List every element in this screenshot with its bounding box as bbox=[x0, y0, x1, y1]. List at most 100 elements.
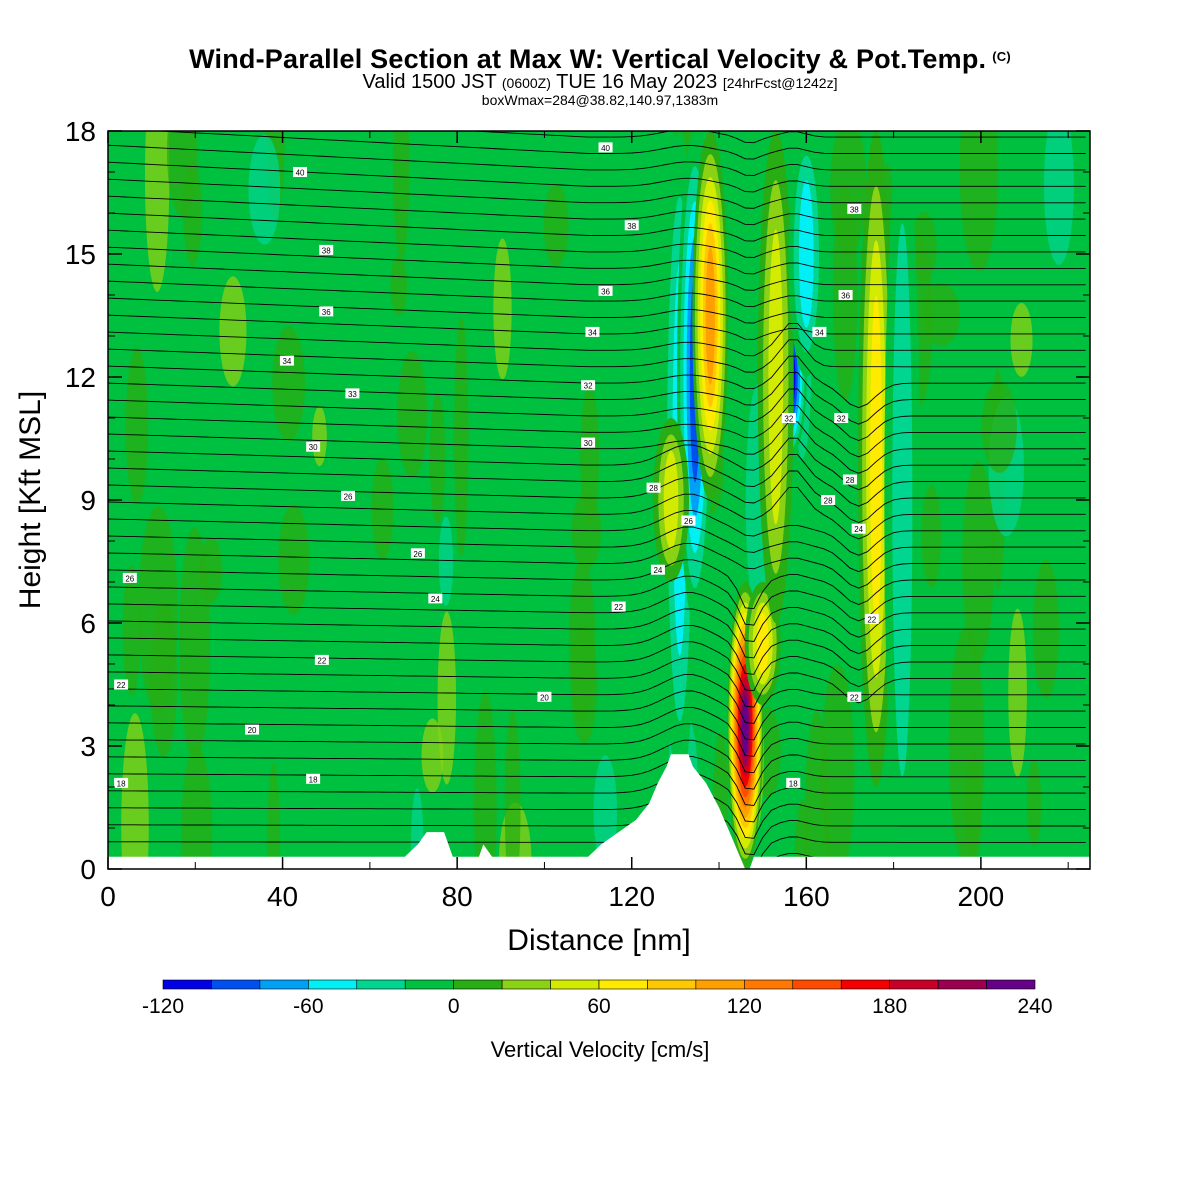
x-tick-label: 0 bbox=[100, 881, 116, 912]
isentrope-label: 32 bbox=[781, 413, 796, 424]
isentrope-label-text: 38 bbox=[850, 205, 859, 214]
field-streak bbox=[121, 713, 149, 869]
isentrope-line bbox=[108, 641, 1086, 692]
y-tick-label: 15 bbox=[65, 239, 96, 270]
field-streak bbox=[794, 799, 811, 869]
isentrope-label-text: 30 bbox=[309, 443, 318, 452]
isentrope-label-text: 18 bbox=[309, 775, 318, 784]
field-streak bbox=[804, 711, 830, 869]
isentrope-label: 22 bbox=[314, 654, 329, 665]
isentrope-line bbox=[108, 94, 1086, 126]
velocity-core bbox=[663, 450, 679, 550]
colorbar-tick-label: 240 bbox=[1017, 995, 1052, 1018]
field-streak bbox=[1043, 131, 1074, 265]
isentrope-line bbox=[108, 592, 1086, 642]
isentrope-label: 34 bbox=[279, 355, 294, 366]
field-streak bbox=[493, 238, 512, 380]
colorbar-swatch bbox=[695, 979, 745, 990]
isentrope-label: 33 bbox=[345, 388, 360, 399]
box-info: boxWmax=284@38.82,140.97,1383m bbox=[481, 92, 719, 108]
isentrope-line bbox=[108, 706, 1086, 757]
isentrope-line bbox=[108, 756, 1086, 806]
isentrope-label-text: 28 bbox=[846, 476, 855, 485]
velocity-core bbox=[768, 229, 784, 525]
isentrope-label-text: 20 bbox=[248, 726, 257, 735]
velocity-core bbox=[705, 246, 715, 385]
isentrope-line bbox=[108, 542, 1086, 589]
isentrope-line bbox=[108, 674, 1086, 724]
isentrope-label: 32 bbox=[581, 380, 596, 391]
isentrope-line bbox=[108, 657, 1086, 708]
isentrope-line bbox=[108, 608, 1086, 659]
isentrope-line bbox=[108, 788, 1086, 839]
y-tick-label: 18 bbox=[65, 116, 96, 147]
colorbar-swatch bbox=[889, 979, 939, 990]
y-tick-label: 6 bbox=[80, 608, 96, 639]
colorbar-tick-label: 180 bbox=[872, 995, 907, 1018]
isentrope-line bbox=[108, 280, 1086, 308]
field-streak bbox=[948, 626, 985, 866]
isentrope-label-text: 24 bbox=[854, 525, 863, 534]
isentrope-label-text: 32 bbox=[837, 415, 846, 424]
isentrope-label: 30 bbox=[306, 441, 321, 452]
field-streak bbox=[474, 691, 497, 869]
field-streak bbox=[437, 611, 457, 785]
isentrope-line bbox=[108, 437, 1086, 491]
isentrope-label: 38 bbox=[847, 203, 862, 214]
isentrope-label-text: 36 bbox=[601, 287, 610, 296]
isentrope-label-text: 22 bbox=[850, 693, 859, 702]
field-streak bbox=[1026, 760, 1042, 846]
isentrope-label: 36 bbox=[838, 290, 853, 301]
field-streak bbox=[272, 326, 305, 442]
colorbar-swatch bbox=[937, 979, 987, 990]
field-streak bbox=[438, 516, 454, 606]
isentrope-line bbox=[108, 470, 1086, 523]
field-streak bbox=[393, 131, 410, 261]
terrain-area bbox=[108, 754, 1090, 869]
colorbar-swatch bbox=[501, 979, 551, 990]
x-tick-label: 120 bbox=[608, 881, 655, 912]
chart-subtitle: Valid 1500 JST (0600Z) TUE 16 May 2023 [… bbox=[362, 71, 838, 93]
isentrope-label-text: 22 bbox=[614, 603, 623, 612]
terrain-mask bbox=[108, 754, 1090, 869]
isentrope-label: 32 bbox=[834, 413, 849, 424]
y-tick-label: 12 bbox=[65, 362, 96, 393]
isentrope-label: 18 bbox=[786, 777, 801, 788]
y-axis-label: Height [Kft MSL] bbox=[14, 391, 47, 609]
isentrope-label: 20 bbox=[537, 691, 552, 702]
colorbar-swatch bbox=[453, 979, 503, 990]
field-streak bbox=[181, 745, 213, 869]
field-streak bbox=[144, 131, 170, 292]
isentrope-line bbox=[108, 510, 1086, 556]
isentrope-label-text: 34 bbox=[282, 357, 291, 366]
field-streak bbox=[397, 351, 428, 479]
isentrope-line bbox=[108, 297, 1086, 324]
isentrope-label: 28 bbox=[821, 495, 836, 506]
isentrope-label-text: 24 bbox=[431, 595, 440, 604]
field-streak bbox=[921, 485, 942, 588]
field-streak bbox=[278, 504, 310, 615]
isentrope-label: 40 bbox=[598, 142, 613, 153]
isentrope-line bbox=[108, 322, 1086, 357]
isentrope-line bbox=[108, 624, 1086, 675]
chart-title: Wind-Parallel Section at Max W: Vertical… bbox=[189, 44, 1011, 74]
field-streak bbox=[543, 183, 569, 267]
isentrope-label: 34 bbox=[585, 326, 600, 337]
isentrope-line bbox=[108, 559, 1086, 610]
velocity-core bbox=[798, 180, 814, 328]
colorbar-swatch bbox=[986, 979, 1036, 990]
isentrope-line bbox=[108, 263, 1086, 291]
isentrope-line bbox=[108, 404, 1086, 458]
isentrope-label: 18 bbox=[306, 773, 321, 784]
isentrope-line bbox=[108, 144, 1086, 176]
isentrope-label: 24 bbox=[650, 564, 665, 575]
isentrope-line bbox=[108, 723, 1086, 774]
isentrope-line bbox=[108, 421, 1086, 474]
isentrope-label: 26 bbox=[681, 515, 696, 526]
x-tick-label: 40 bbox=[267, 881, 298, 912]
isentrope-label-text: 18 bbox=[789, 779, 798, 788]
field-streak bbox=[981, 380, 1017, 473]
field-streak bbox=[179, 527, 211, 761]
colorbar-swatch bbox=[792, 979, 842, 990]
